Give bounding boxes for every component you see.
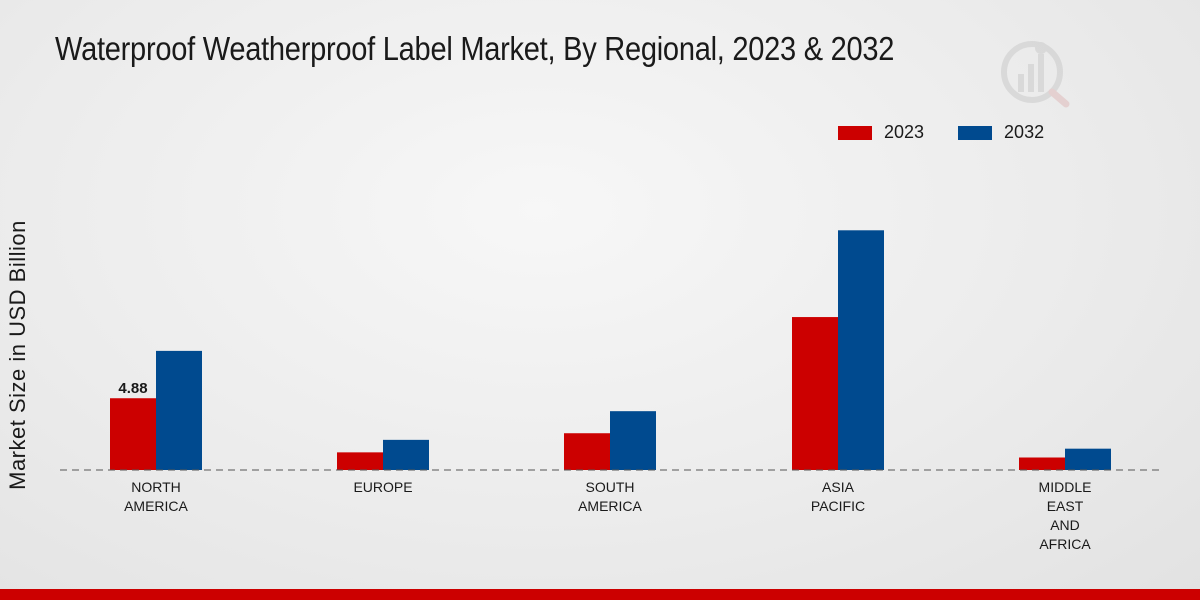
x-tick-label-line: AND <box>1050 517 1080 533</box>
bar-2023-4 <box>1019 457 1065 470</box>
bar-2032-2 <box>610 411 656 470</box>
chart-legend: 2023 2032 <box>838 122 1078 143</box>
bar-2023-3 <box>792 317 838 470</box>
chart-title: Waterproof Weatherproof Label Market, By… <box>55 30 895 67</box>
bottom-accent-bar <box>0 589 1200 600</box>
bar-2032-4 <box>1065 448 1111 470</box>
bar-2032-3 <box>838 230 884 470</box>
x-tick-label-line: EAST <box>1047 498 1084 514</box>
x-tick-label-line: ASIA <box>822 479 855 495</box>
legend-item-2023: 2023 <box>838 122 924 143</box>
x-tick-label-line: AFRICA <box>1039 536 1091 552</box>
legend-item-2032: 2032 <box>958 122 1044 143</box>
legend-label-2023: 2023 <box>884 122 925 142</box>
brand-logo-icon <box>1001 41 1070 108</box>
x-tick-label-line: AMERICA <box>124 498 188 514</box>
x-tick-label-4: MIDDLE EAST AND AFRICA <box>1039 479 1092 552</box>
bar-2032-0 <box>156 350 202 470</box>
x-tick-label-line: MIDDLE <box>1039 479 1092 495</box>
x-tick-label-line: EUROPE <box>353 479 412 495</box>
bar-2032-1 <box>383 439 429 470</box>
data-label-2023-0: 4.88 <box>118 380 147 397</box>
x-tick-label-0: NORTH AMERICA <box>124 479 188 514</box>
x-tick-label-2: SOUTH AMERICA <box>578 479 642 514</box>
legend-swatch-2023 <box>838 125 872 140</box>
x-tick-label-line: NORTH <box>131 479 181 495</box>
legend-swatch-2032 <box>958 125 993 140</box>
bar-2023-0 <box>110 398 156 470</box>
legend-label-2032: 2032 <box>1004 122 1045 142</box>
x-tick-label-1: EUROPE <box>353 479 412 495</box>
x-tick-label-line: AMERICA <box>578 498 642 514</box>
bar-2023-2 <box>564 433 610 470</box>
x-tick-label-line: SOUTH <box>586 479 635 495</box>
bar-2023-1 <box>337 452 383 470</box>
x-tick-label-3: ASIA PACIFIC <box>811 479 865 514</box>
x-tick-label-line: PACIFIC <box>811 498 865 514</box>
